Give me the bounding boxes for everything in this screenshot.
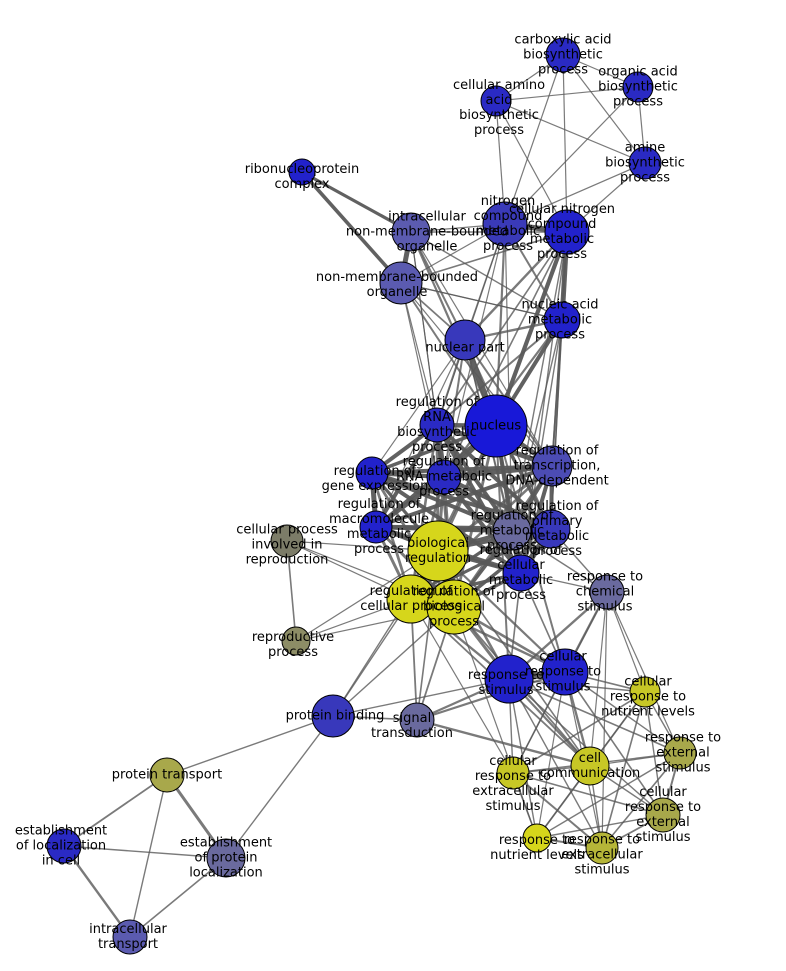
- graph-edge: [442, 475, 523, 575]
- graph-edge: [225, 715, 334, 859]
- graph-edge: [443, 475, 552, 531]
- graph-node[interactable]: [545, 37, 581, 73]
- graph-edge: [301, 170, 412, 234]
- graph-node[interactable]: [112, 919, 148, 955]
- graph-edge: [536, 814, 664, 839]
- graph-node[interactable]: [359, 510, 393, 544]
- graph-edge: [644, 691, 664, 816]
- graph-edge: [512, 691, 646, 774]
- graph-edge: [416, 718, 591, 768]
- graph-node[interactable]: [629, 676, 661, 708]
- graph-edge: [436, 319, 563, 426]
- graph-node[interactable]: [379, 261, 423, 305]
- graph-edge: [300, 170, 403, 285]
- graph-node[interactable]: [622, 71, 654, 103]
- graph-edge: [129, 774, 168, 938]
- graph-edge: [495, 100, 646, 164]
- graph-edge: [504, 86, 639, 225]
- graph-edge: [63, 845, 227, 859]
- graph-edge: [562, 54, 646, 164]
- graph-edge: [589, 591, 608, 767]
- graph-edge: [436, 231, 568, 426]
- graph-node[interactable]: [391, 212, 431, 252]
- graph-edge: [606, 591, 681, 754]
- graph-node[interactable]: [288, 158, 316, 186]
- graph-node[interactable]: [149, 757, 185, 793]
- graph-edge: [435, 423, 553, 531]
- graph-edge: [508, 678, 538, 839]
- graph-node[interactable]: [570, 746, 610, 786]
- graph-edge: [504, 162, 646, 225]
- graph-node[interactable]: [531, 509, 571, 549]
- graph-node[interactable]: [543, 301, 581, 339]
- graph-node[interactable]: [628, 146, 662, 180]
- graph-node[interactable]: [464, 394, 528, 458]
- graph-edge: [504, 54, 564, 225]
- graph-node[interactable]: [484, 654, 534, 704]
- graph-edge: [606, 591, 646, 693]
- graph-edge: [286, 540, 297, 642]
- graph-edge: [508, 678, 603, 849]
- edge-layer: [63, 54, 681, 938]
- graph-node[interactable]: [407, 520, 469, 582]
- graph-node[interactable]: [206, 838, 246, 878]
- graph-edge: [63, 774, 168, 847]
- graph-edge: [564, 671, 664, 816]
- graph-node[interactable]: [585, 831, 619, 865]
- graph-edge: [410, 598, 514, 774]
- graph-node[interactable]: [645, 797, 681, 833]
- graph-edge: [536, 752, 681, 839]
- graph-edge: [511, 231, 568, 532]
- graph-node[interactable]: [311, 694, 355, 738]
- graph-edge: [166, 715, 334, 776]
- graph-node[interactable]: [426, 579, 482, 635]
- graph-node[interactable]: [426, 459, 462, 495]
- graph-node[interactable]: [482, 201, 528, 247]
- graph-edge: [443, 339, 466, 478]
- graph-node[interactable]: [419, 407, 455, 443]
- graph-edge: [371, 471, 513, 533]
- graph-edge: [410, 231, 563, 321]
- graph-node[interactable]: [541, 648, 589, 696]
- graph-node[interactable]: [270, 524, 304, 558]
- node-layer: [46, 37, 697, 955]
- graph-edge: [332, 678, 510, 717]
- graph-node[interactable]: [531, 445, 573, 487]
- graph-edge: [601, 691, 646, 849]
- graph-edge: [562, 54, 568, 233]
- graph-node[interactable]: [46, 828, 82, 864]
- graph-edge: [63, 845, 131, 938]
- graph-edge: [129, 857, 227, 938]
- graph-edge: [375, 464, 553, 529]
- graph-edge: [371, 464, 553, 475]
- graph-node[interactable]: [492, 511, 532, 551]
- graph-edge: [416, 670, 566, 722]
- graph-node[interactable]: [522, 823, 552, 853]
- graph-edge: [494, 223, 507, 427]
- graph-edge: [495, 86, 639, 102]
- graph-node[interactable]: [355, 456, 389, 490]
- graph-node[interactable]: [444, 319, 486, 361]
- graph-edge: [495, 100, 568, 233]
- graph-node[interactable]: [496, 756, 530, 790]
- graph-node[interactable]: [544, 209, 590, 255]
- graph-edge: [464, 231, 568, 341]
- graph-edge: [512, 772, 603, 849]
- graph-node[interactable]: [399, 702, 435, 738]
- graph-edge: [371, 339, 466, 474]
- graph-node[interactable]: [663, 736, 697, 770]
- graph-edge: [400, 282, 438, 426]
- graph-node[interactable]: [480, 85, 512, 117]
- graph-node[interactable]: [589, 574, 625, 610]
- graph-node[interactable]: [281, 626, 311, 656]
- graph-edge: [400, 282, 563, 321]
- graph-node[interactable]: [502, 554, 540, 592]
- graph-edge: [512, 772, 664, 816]
